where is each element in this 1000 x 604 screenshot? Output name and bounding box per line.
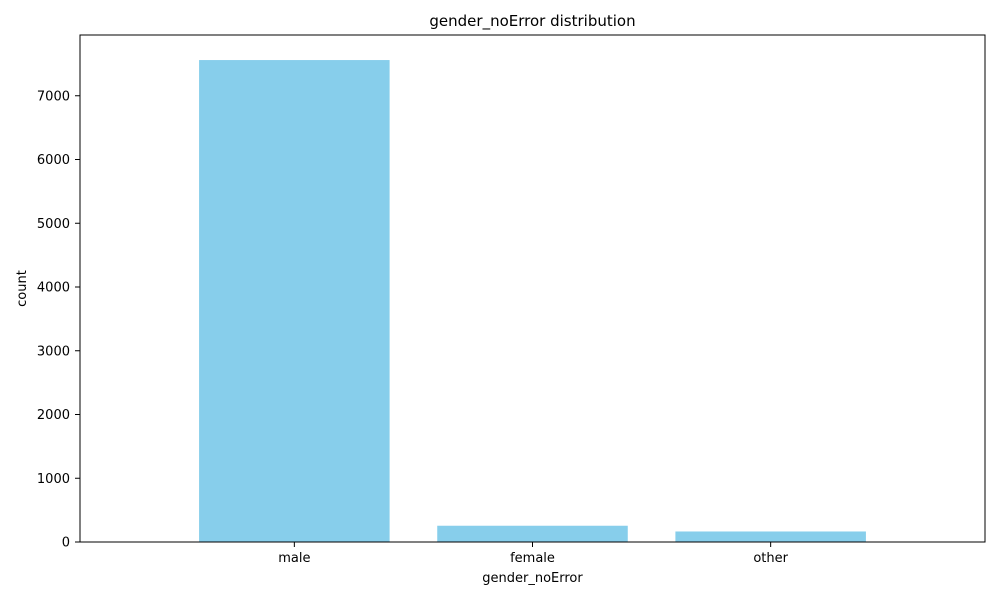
y-tick-label: 6000 [37,153,70,168]
x-tick-label: female [510,551,555,566]
y-axis-label: count [15,270,30,307]
y-tick-label: 0 [62,536,70,551]
bars-layer [199,60,866,543]
y-tick-label: 1000 [37,472,70,487]
y-tick-label: 5000 [37,217,70,232]
bar-other [675,531,866,542]
y-tick-label: 2000 [37,408,70,423]
bar-female [437,525,628,542]
chart-title: gender_noError distribution [429,12,635,31]
y-tick-label: 4000 [37,281,70,296]
y-tick-label: 7000 [37,89,70,104]
y-axis: 0 1000 2000 3000 4000 5000 6000 7000 [37,89,80,551]
x-tick-label: male [278,551,310,566]
y-tick-label: 3000 [37,344,70,359]
x-axis-label: gender_noError [482,571,583,586]
x-axis: male female other [278,542,789,566]
x-tick-label: other [753,551,788,566]
bar-male [199,60,390,543]
